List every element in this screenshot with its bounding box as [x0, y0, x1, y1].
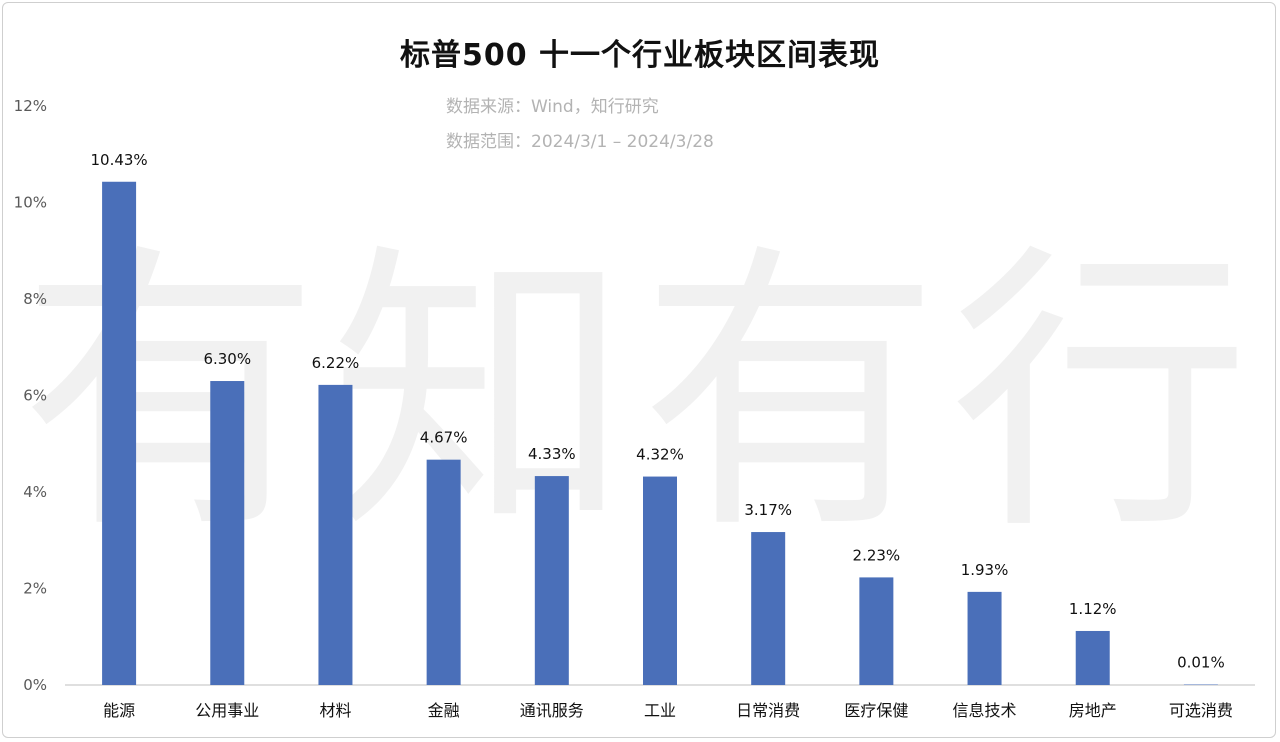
y-tick-label: 0% [23, 676, 47, 694]
x-tick-label: 日常消费 [736, 701, 800, 720]
y-tick-label: 2% [23, 580, 47, 598]
bar [643, 476, 677, 685]
data-label: 10.43% [90, 151, 147, 169]
bar [859, 577, 894, 685]
chart-subtitle-source: 数据来源：Wind，知行研究 [446, 97, 659, 117]
y-tick-label: 4% [23, 483, 47, 501]
data-label: 6.30% [203, 350, 251, 368]
x-tick-label: 医疗保健 [844, 701, 908, 720]
bar [210, 381, 245, 685]
y-tick-label: 6% [23, 387, 47, 405]
data-label: 4.67% [420, 429, 468, 447]
x-tick-label: 信息技术 [953, 701, 1017, 720]
bar [534, 476, 569, 685]
data-label: 4.32% [636, 446, 684, 464]
x-tick-label: 通讯服务 [520, 701, 584, 720]
x-tick-label: 可选消费 [1169, 701, 1233, 720]
chart-subtitle-range: 数据范围：2024/3/1 – 2024/3/28 [446, 132, 714, 152]
x-tick-label: 能源 [103, 701, 135, 720]
bar [102, 181, 137, 685]
y-tick-label: 12% [14, 97, 47, 115]
data-label: 1.93% [961, 561, 1009, 579]
bar [751, 532, 786, 685]
bars [102, 181, 1218, 685]
y-tick-label: 8% [23, 290, 47, 308]
data-label: 4.33% [528, 445, 576, 463]
data-labels: 10.43% 6.30% 6.22% 4.67% 4.33% 4.32% 3.17% 2.23… [90, 151, 1224, 672]
x-axis: 能源 公用事业 材料 金融 通讯服务 工业 日常消费 医疗保健 信息技术 房地产 可选消费 [65, 684, 1255, 720]
data-label: 3.17% [744, 501, 792, 519]
x-tick-label: 房地产 [1069, 701, 1117, 720]
bar [1075, 630, 1110, 685]
data-label: 6.22% [312, 354, 360, 372]
data-label: 0.01% [1177, 654, 1225, 672]
bar [426, 459, 461, 685]
x-tick-label: 金融 [428, 701, 460, 720]
bar [318, 384, 353, 685]
x-tick-label: 工业 [644, 701, 676, 720]
chart-title: 标普500 十一个行业板块区间表现 [399, 38, 881, 73]
x-tick-label: 公用事业 [195, 701, 259, 720]
data-label: 1.12% [1069, 600, 1117, 618]
x-tick-label: 材料 [319, 701, 351, 720]
bar [967, 591, 1002, 685]
y-tick-label: 10% [14, 194, 47, 212]
data-label: 2.23% [853, 546, 901, 564]
y-axis: 0% 2% 4% 6% 8% 10% 12% [14, 97, 47, 694]
